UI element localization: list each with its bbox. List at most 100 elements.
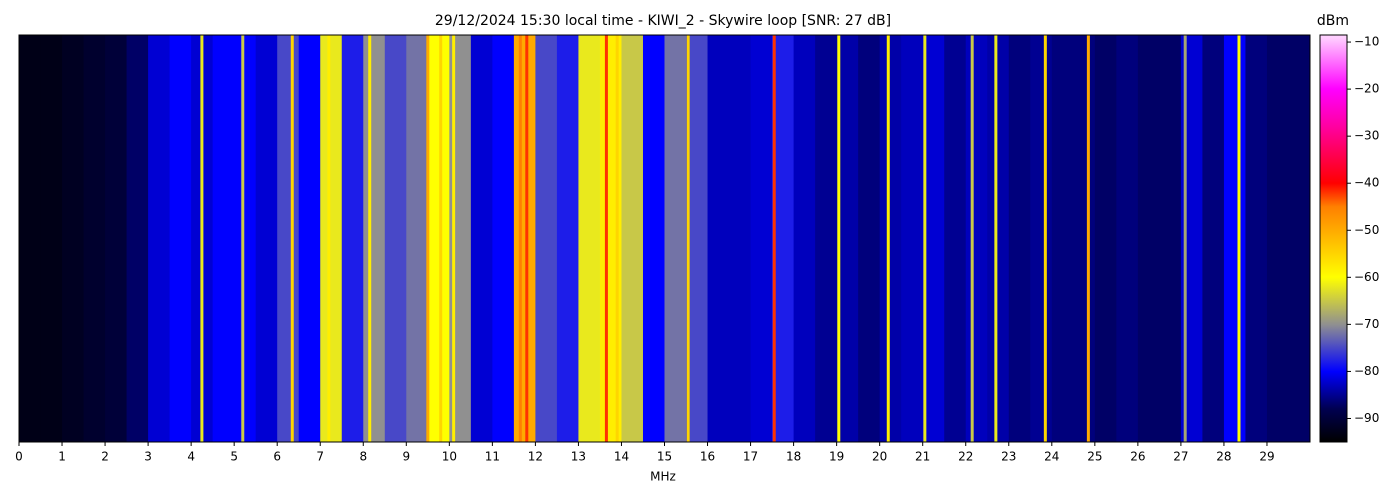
colorbar-label: dBm [1317,13,1349,29]
spectrum-band [642,35,665,442]
x-axis-label: MHz [650,470,676,484]
chart-title: 29/12/2024 15:30 local time - KIWI_2 - S… [435,13,891,29]
carrier [994,35,998,442]
spectrum-band [599,35,622,442]
spectrum-band [901,35,924,442]
x-tick-label: 20 [872,450,887,464]
carrier [290,35,294,442]
spectrum-band [772,35,795,442]
x-tick-label: 12 [528,450,543,464]
spectrum-band [1030,35,1053,442]
x-tick-label: 10 [442,450,457,464]
spectrum-band [1266,35,1289,442]
x-tick-label: 3 [144,450,152,464]
spectrum-band [40,35,63,442]
spectrum-band [1094,35,1117,442]
spectrum-band [621,35,644,442]
carrier [452,35,456,442]
spectrum-band [1223,35,1246,442]
x-tick-label: 17 [743,450,758,464]
carrier [886,35,890,442]
carrier [772,35,776,442]
spectrum-band [1051,35,1074,442]
colorbar-tick-label: −40 [1354,176,1379,190]
spectrum-band [836,35,859,442]
carrier [923,35,927,442]
colorbar-tick-label: −50 [1354,223,1379,237]
x-tick-label: 29 [1259,450,1274,464]
spectrum-band [406,35,429,442]
spectrum-band [492,35,515,442]
spectrum-band [1137,35,1160,442]
carrier [686,35,690,442]
x-tick-label: 28 [1216,450,1231,464]
spectrum-band [664,35,687,442]
carrier [1043,35,1047,442]
x-tick-label: 26 [1130,450,1145,464]
x-tick-label: 4 [187,450,195,464]
carrier [970,35,974,442]
colorbar-tick-label: −60 [1354,270,1379,284]
spectrum-band [427,35,450,442]
spectrum-band [987,35,1010,442]
colorbar-tick-label: −30 [1354,129,1379,143]
spectrum-band [19,35,42,442]
spectrum-band [148,35,171,442]
x-tick-label: 19 [829,450,844,464]
colorbar-tick-label: −70 [1354,317,1379,331]
carrier [615,35,619,442]
spectrum-band [729,35,752,442]
spectrum-band [363,35,386,442]
x-tick-label: 9 [402,450,410,464]
spectrum-band [750,35,773,442]
spectrum-band [298,35,321,442]
spectrum-band [234,35,257,442]
spectrum-band [1245,35,1268,442]
colorbar-tick-label: −20 [1354,82,1379,96]
carrier [531,35,535,442]
spectrum-band [212,35,235,442]
x-tick-label: 21 [915,450,930,464]
carrier [837,35,841,442]
carrier [241,35,245,442]
x-tick-label: 23 [1001,450,1016,464]
x-tick-label: 6 [273,450,281,464]
carrier [368,35,372,442]
x-tick-label: 0 [15,450,23,464]
spectrum-band [1073,35,1096,442]
carrier [1183,35,1187,442]
spectrum-band [470,35,493,442]
x-tick-label: 1 [58,450,66,464]
x-tick-label: 16 [700,450,715,464]
spectrum-band [879,35,902,442]
carrier [426,35,430,442]
spectrum-band [277,35,300,442]
spectrum-band [1159,35,1182,442]
spectrum-band [1202,35,1225,442]
carrier [439,35,443,442]
colorbar [1319,34,1348,443]
spectrum-band [341,35,364,442]
x-tick-label: 18 [786,450,801,464]
x-tick-label: 14 [614,450,629,464]
spectrum-band [83,35,106,442]
spectrum-band [320,35,343,442]
x-tick-label: 11 [485,450,500,464]
spectrum-band [1116,35,1139,442]
spectrum-band [255,35,278,442]
carrier [1237,35,1241,442]
x-tick-label: 15 [657,450,672,464]
spectrum-band [965,35,988,442]
x-tick-label: 13 [571,450,586,464]
spectrum-band [62,35,85,442]
x-tick-label: 24 [1044,450,1059,464]
spectrum-band [105,35,128,442]
carrier [1086,35,1090,442]
spectrum-band [384,35,407,442]
x-tick-label: 25 [1087,450,1102,464]
carrier [518,35,522,442]
carrier [525,35,529,442]
x-tick-label: 27 [1173,450,1188,464]
x-tick-label: 8 [359,450,367,464]
